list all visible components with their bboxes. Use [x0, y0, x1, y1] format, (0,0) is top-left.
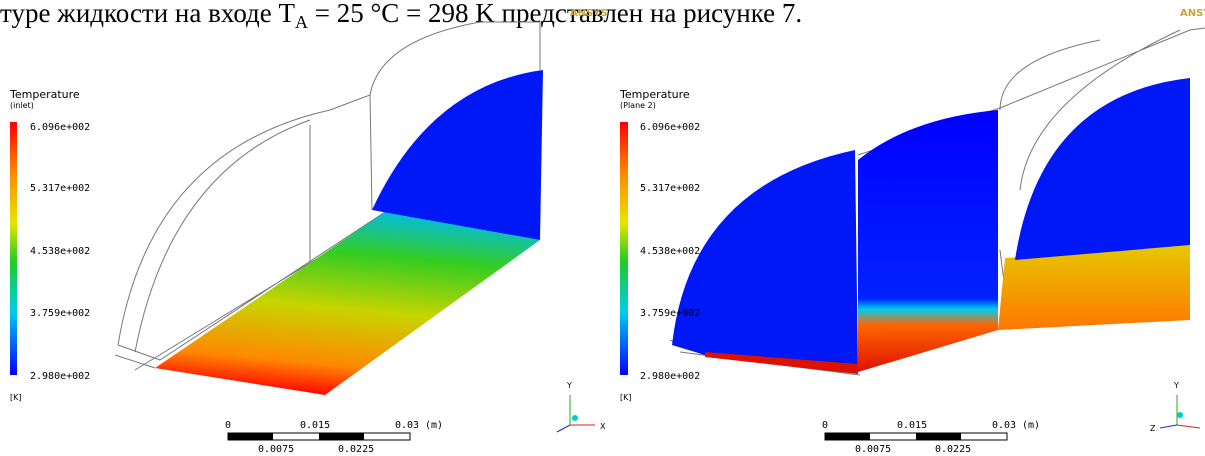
scale-label: 0.0225 — [935, 444, 971, 455]
plane-contour — [672, 150, 858, 372]
floor-contour — [998, 245, 1190, 330]
scale-bar — [227, 432, 411, 441]
scale-bar — [824, 432, 1008, 441]
subscript: A — [295, 12, 308, 32]
legend-title: Temperature — [9, 88, 80, 101]
axis-label: X — [600, 422, 606, 431]
legend-label: 4.538e+002 — [30, 246, 90, 257]
scale-label: 0.03 — [992, 420, 1016, 431]
unit: [K] — [620, 393, 632, 402]
figure-right: ANSYS Temperature (Plane 2) 6.096e+002 5… — [619, 8, 1205, 455]
legend-label: 3.759e+002 — [30, 308, 90, 319]
colorbar — [10, 122, 17, 375]
plane-contour — [1015, 78, 1190, 260]
text-line: туре жидкости на входе TA = 25 °C = 298 … — [0, 0, 802, 32]
scale-unit: (m) — [1022, 420, 1040, 431]
unit: [K] — [10, 393, 22, 402]
legend-label: 5.317e+002 — [30, 183, 90, 194]
scale-label: 0.015 — [897, 420, 927, 431]
scale-label: 0.03 — [395, 420, 419, 431]
axis-label: Y — [566, 381, 572, 390]
scale-label: 0.015 — [300, 420, 330, 431]
axis-label: Z — [1150, 424, 1156, 433]
axis-triad — [556, 395, 595, 433]
floor-contour — [155, 212, 540, 395]
legend-label: 6.096e+002 — [640, 122, 700, 133]
legend-label: 2.980e+002 — [30, 371, 90, 382]
legend-subtitle: (inlet) — [10, 101, 34, 110]
plane-contour — [858, 110, 998, 372]
legend-label: 4.538e+002 — [640, 246, 700, 257]
text: туре жидкости на входе T — [0, 0, 296, 28]
wireframe — [117, 21, 541, 346]
axis-label: Y — [1173, 381, 1179, 390]
floor-contour — [705, 352, 858, 374]
scale-label: 0 — [225, 420, 231, 431]
scale-label: 0.0075 — [258, 444, 294, 455]
figure-left: ANSYS Temperature (inlet) 6.096e+002 5.3… — [9, 8, 608, 455]
legend-label: 5.317e+002 — [640, 183, 700, 194]
scale-unit: (m) — [425, 420, 443, 431]
text: = 25 °C = 298 K представлен на рисунке 7… — [308, 0, 802, 28]
colorbar — [620, 122, 628, 375]
legend-label: 2.980e+002 — [640, 371, 700, 382]
scale-label: 0.0075 — [855, 444, 891, 455]
axis-triad — [1159, 395, 1201, 429]
legend-label: 6.096e+002 — [30, 122, 90, 133]
logo: ANSYS — [1180, 8, 1205, 19]
wireframe — [114, 94, 386, 371]
outlet-contour — [372, 70, 543, 240]
scale-label: 0.0225 — [338, 444, 374, 455]
legend-title: Temperature — [619, 88, 690, 101]
scale-label: 0 — [822, 420, 828, 431]
legend-label: 3.759e+002 — [640, 308, 700, 319]
legend-subtitle: (Plane 2) — [620, 101, 656, 110]
logo: ANSYS — [570, 8, 608, 19]
